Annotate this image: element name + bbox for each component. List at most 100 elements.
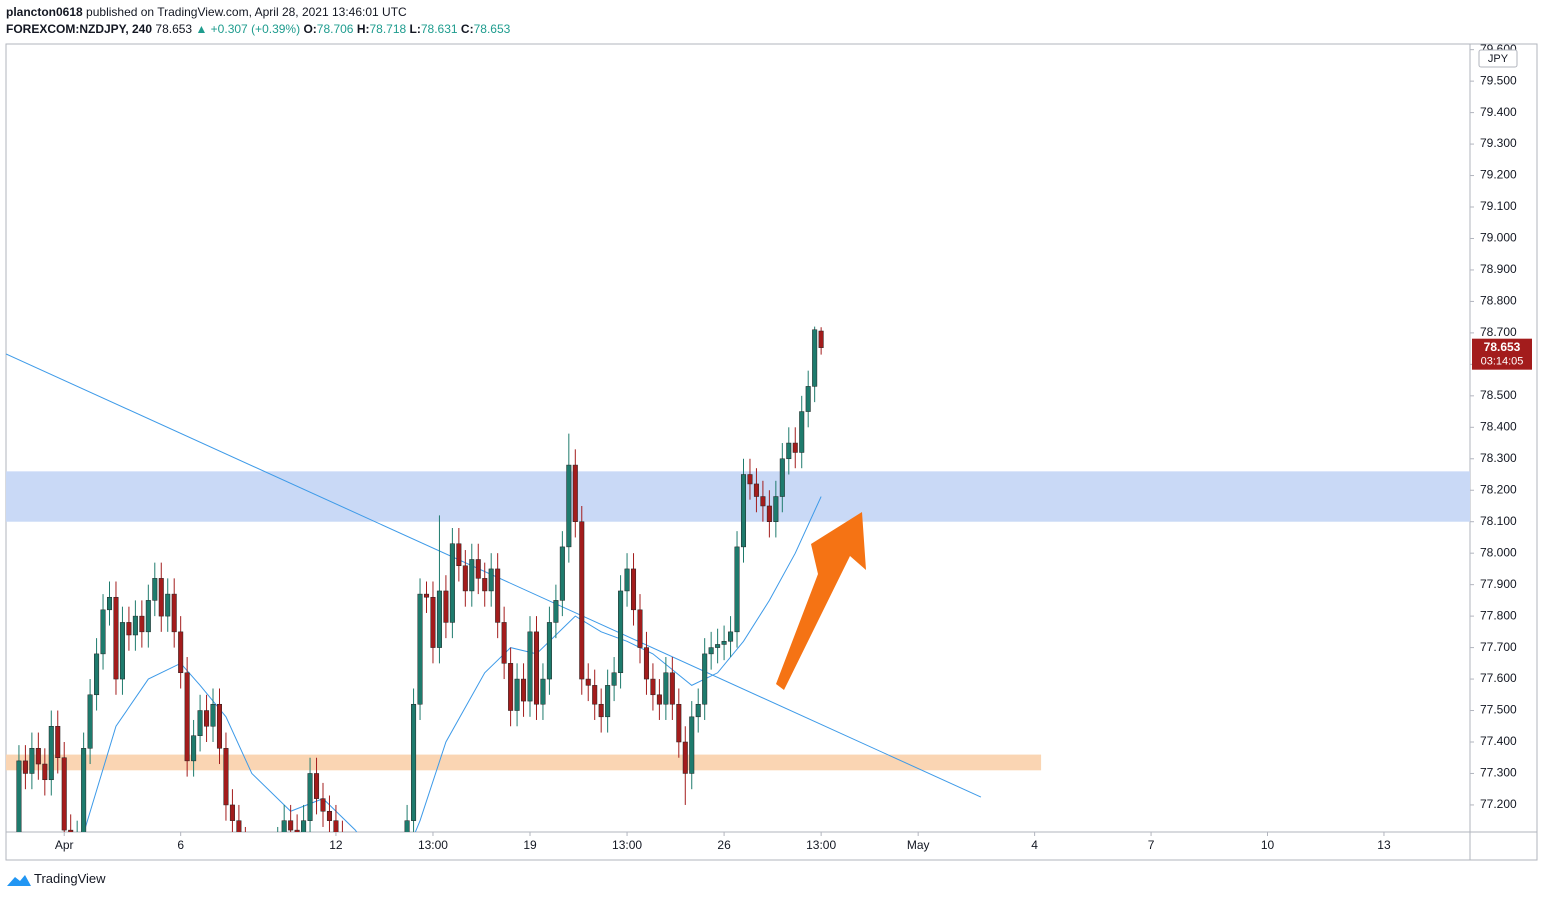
candle-body bbox=[488, 568, 494, 592]
candle-body bbox=[514, 678, 520, 711]
candle-body bbox=[676, 703, 682, 743]
candle-body bbox=[275, 843, 280, 862]
candle-body bbox=[94, 653, 100, 696]
candle-body bbox=[643, 647, 649, 680]
candle-body bbox=[779, 458, 785, 497]
candle-body bbox=[256, 862, 261, 868]
x-tick-label: 26 bbox=[717, 838, 731, 852]
candle-body bbox=[184, 672, 190, 762]
x-tick-label: 13:00 bbox=[612, 838, 642, 852]
x-tick-label: 7 bbox=[1148, 838, 1155, 852]
candle-body bbox=[773, 496, 779, 522]
candle-body bbox=[75, 836, 80, 852]
candle-body bbox=[682, 741, 688, 774]
countdown: 03:14:05 bbox=[1481, 356, 1524, 368]
candle-body bbox=[16, 760, 22, 832]
candle-body bbox=[799, 411, 805, 453]
candle-body bbox=[579, 521, 585, 680]
candle-body bbox=[417, 593, 423, 705]
x-tick-label: 13:00 bbox=[418, 838, 448, 852]
y-tick-label: 78.200 bbox=[1480, 482, 1517, 496]
candle-body bbox=[728, 631, 734, 642]
candle-body bbox=[139, 615, 145, 633]
candle-body bbox=[618, 590, 624, 674]
candle-body bbox=[624, 568, 630, 592]
candle-body bbox=[392, 868, 397, 874]
x-tick-label: Apr bbox=[55, 838, 74, 852]
publish-line: plancton0618 published on TradingView.co… bbox=[6, 5, 407, 19]
x-tick-label: 4 bbox=[1031, 838, 1038, 852]
y-tick-label: 78.400 bbox=[1480, 419, 1517, 433]
candle-body bbox=[721, 641, 727, 645]
candle-body bbox=[132, 615, 138, 636]
candle-body bbox=[385, 874, 390, 883]
candle-body bbox=[508, 663, 514, 711]
candle-body bbox=[695, 703, 701, 718]
currency: JPY bbox=[1488, 53, 1509, 65]
change-pct: (+0.39%) bbox=[251, 22, 301, 36]
candle-body bbox=[702, 653, 708, 705]
zone bbox=[6, 754, 1042, 771]
candle-body bbox=[637, 609, 643, 648]
candle-body bbox=[204, 710, 210, 727]
candle-body bbox=[223, 748, 229, 806]
moving-average bbox=[83, 496, 822, 832]
candle-body bbox=[734, 546, 740, 633]
candle-body bbox=[546, 622, 552, 680]
y-tick-label: 77.600 bbox=[1480, 671, 1517, 685]
candle-body bbox=[165, 593, 171, 617]
candle-body bbox=[42, 763, 48, 781]
candle-body bbox=[411, 703, 417, 821]
l-value: 78.631 bbox=[420, 22, 458, 36]
c-label: C: bbox=[460, 22, 474, 36]
x-tick-label: 10 bbox=[1261, 838, 1275, 852]
symbol-line: FOREXCOM:NZDJPY, 240 78.653 ▲ +0.307 (+0… bbox=[6, 22, 510, 36]
candle-body bbox=[35, 748, 41, 765]
candle-body bbox=[61, 757, 67, 831]
y-tick-label: 77.500 bbox=[1480, 703, 1517, 717]
candle-body bbox=[333, 820, 339, 832]
candle-body bbox=[158, 578, 164, 617]
plot bbox=[6, 326, 1470, 883]
candle-body bbox=[689, 716, 695, 774]
l-label: L: bbox=[409, 22, 421, 36]
candle-body bbox=[22, 760, 28, 774]
candle-body bbox=[760, 496, 766, 507]
candle-body bbox=[631, 568, 637, 611]
candle-body bbox=[197, 710, 203, 736]
candle-body bbox=[715, 644, 721, 648]
candle-body bbox=[126, 622, 132, 636]
candle-body bbox=[229, 804, 235, 821]
candle-body bbox=[650, 678, 656, 696]
candle-body bbox=[100, 609, 106, 655]
y-tick-label: 78.000 bbox=[1480, 545, 1517, 559]
change: +0.307 bbox=[210, 22, 248, 36]
candle-body bbox=[766, 505, 772, 522]
frame bbox=[5, 43, 1538, 861]
candle-body bbox=[145, 600, 151, 633]
candle-body bbox=[753, 483, 759, 497]
y-tick-label: 77.300 bbox=[1480, 766, 1517, 780]
candle-body bbox=[456, 543, 462, 567]
published: published on TradingView.com, April 28, … bbox=[86, 5, 407, 19]
candle-body bbox=[527, 631, 533, 702]
o-value: 78.706 bbox=[316, 22, 354, 36]
candle-body bbox=[48, 726, 54, 781]
candle-body bbox=[320, 798, 326, 812]
change-arrow: ▲ bbox=[195, 22, 208, 36]
x-tick-label: May bbox=[907, 838, 930, 852]
candle-body bbox=[669, 672, 675, 705]
candle-body bbox=[236, 820, 242, 832]
x-tick-label: 12 bbox=[329, 838, 343, 852]
y-tick-label: 78.500 bbox=[1480, 388, 1517, 402]
candle-body bbox=[740, 474, 747, 548]
x-tick-label: 13:00 bbox=[806, 838, 836, 852]
candle-body bbox=[663, 672, 669, 705]
candle-body bbox=[81, 748, 87, 832]
y-tick-label: 77.700 bbox=[1480, 640, 1517, 654]
candle-body bbox=[747, 474, 753, 485]
candle-body bbox=[540, 678, 546, 705]
y-tick-label: 77.400 bbox=[1480, 734, 1517, 748]
arrow bbox=[776, 512, 866, 690]
brand: TradingView bbox=[34, 871, 106, 886]
